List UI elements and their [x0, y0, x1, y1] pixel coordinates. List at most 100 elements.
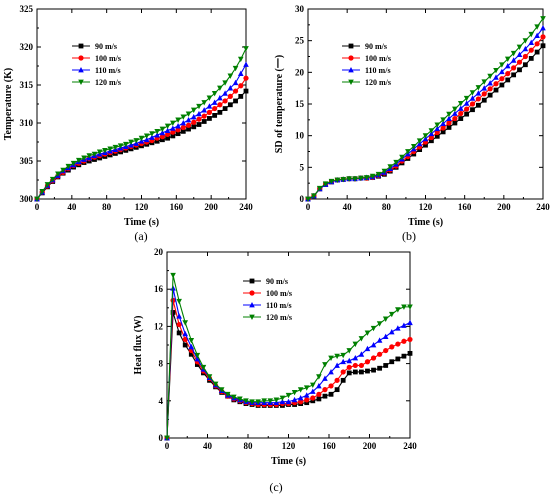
data-point — [196, 110, 202, 117]
data-point — [316, 374, 322, 380]
data-point — [222, 98, 228, 104]
data-point — [191, 124, 197, 130]
data-point — [222, 80, 228, 86]
data-point — [261, 398, 267, 404]
x-tick-label: 40 — [203, 441, 213, 451]
data-point — [481, 91, 487, 97]
data-point — [60, 167, 66, 174]
data-point — [176, 321, 182, 328]
data-point — [475, 85, 482, 91]
data-point — [434, 125, 441, 132]
data-point — [303, 392, 310, 398]
data-point — [469, 90, 476, 96]
data-point — [96, 149, 103, 155]
data-point — [389, 344, 395, 350]
data-point — [180, 124, 186, 131]
data-point — [188, 351, 194, 357]
data-point — [185, 111, 192, 117]
data-point — [86, 153, 93, 159]
data-point — [346, 357, 353, 364]
data-point — [194, 362, 200, 367]
data-point — [243, 61, 249, 67]
data-point — [310, 395, 316, 401]
data-point — [206, 103, 213, 109]
data-point — [227, 73, 234, 79]
x-tick-label: 200 — [204, 202, 218, 212]
x-tick-label: 240 — [239, 202, 253, 212]
data-point — [511, 65, 517, 71]
data-point — [206, 374, 213, 380]
data-point — [200, 364, 207, 371]
data-point — [310, 382, 316, 388]
x-tick-label: 40 — [343, 202, 353, 212]
x-axis-title: Time (s) — [124, 217, 159, 228]
y-tick-label: 30 — [295, 4, 305, 14]
data-point — [475, 90, 482, 96]
data-point — [175, 131, 181, 137]
x-tick-label: 200 — [497, 202, 511, 212]
data-point — [407, 319, 413, 326]
data-point — [316, 185, 323, 192]
legend-label: 90 m/s — [365, 42, 387, 51]
data-point — [322, 387, 328, 393]
data-point — [211, 99, 218, 105]
data-point — [217, 102, 223, 108]
data-point — [352, 355, 359, 361]
data-point — [238, 83, 244, 89]
data-point — [212, 105, 218, 112]
y-axis-title: Heat flux (W) — [133, 316, 144, 375]
legend-marker — [348, 79, 354, 85]
data-point — [165, 131, 171, 137]
data-point — [358, 336, 365, 342]
data-point — [81, 155, 87, 161]
data-point — [387, 164, 394, 170]
x-axis-title: Time (s) — [271, 456, 306, 467]
data-point — [186, 126, 191, 132]
legend-label: 100 m/s — [266, 289, 292, 298]
y-tick-label: 0 — [300, 194, 305, 204]
data-point — [316, 396, 322, 402]
data-point — [522, 45, 529, 52]
data-point — [499, 62, 505, 68]
data-point — [481, 79, 488, 85]
data-point — [446, 120, 452, 126]
data-point — [334, 177, 341, 183]
data-point — [352, 362, 358, 369]
data-point — [217, 109, 223, 115]
data-point — [185, 116, 192, 123]
data-point — [190, 107, 197, 114]
data-point — [159, 126, 166, 133]
y-tick-label: 315 — [20, 80, 34, 90]
data-point — [528, 47, 534, 53]
data-point — [395, 325, 401, 331]
data-point — [154, 132, 160, 138]
data-point — [175, 127, 181, 133]
data-point — [180, 114, 187, 120]
data-point — [370, 325, 377, 332]
data-point — [540, 34, 546, 40]
data-point — [352, 176, 358, 182]
series-120-m-s — [164, 272, 413, 441]
data-point — [182, 342, 188, 348]
data-point — [303, 385, 310, 391]
data-point — [237, 56, 244, 63]
data-point — [440, 129, 446, 135]
data-point — [304, 397, 310, 403]
data-point — [505, 77, 511, 83]
data-point — [340, 369, 346, 375]
data-point — [457, 100, 464, 107]
data-point — [49, 176, 56, 183]
data-point — [279, 395, 286, 402]
data-point — [407, 304, 413, 310]
data-point — [481, 97, 487, 103]
data-point — [322, 393, 328, 399]
data-point — [504, 63, 511, 69]
data-point — [201, 119, 207, 124]
series-120-m-s — [305, 16, 546, 202]
data-point — [273, 397, 280, 403]
data-point — [346, 176, 352, 182]
series-line — [307, 45, 544, 200]
data-point — [212, 381, 219, 388]
data-point — [469, 101, 476, 107]
data-point — [285, 392, 292, 399]
